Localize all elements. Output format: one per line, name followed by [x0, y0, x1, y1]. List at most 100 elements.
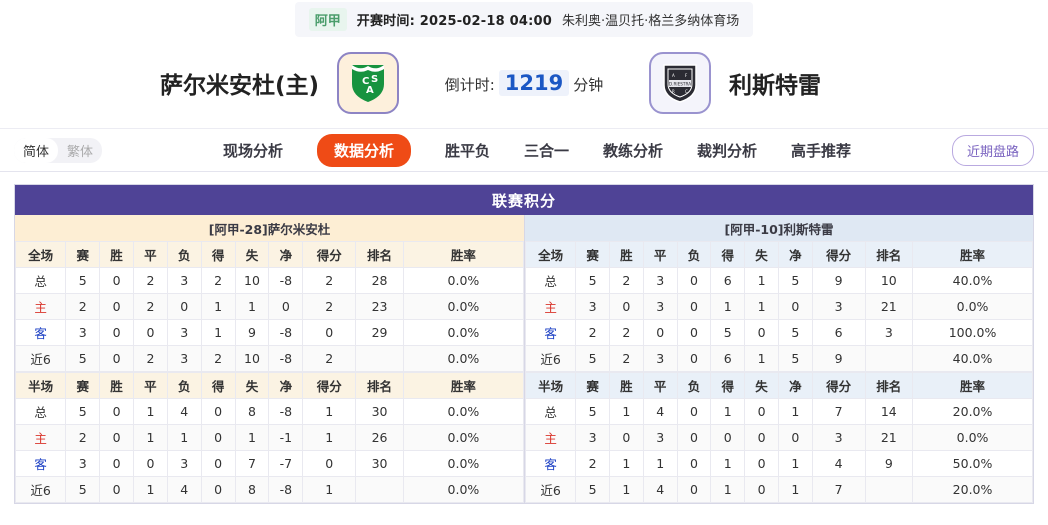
table-cell: 1	[744, 267, 779, 294]
table-row: 客 3 0 0 3 1 9 -8 0 29 0.0%	[14, 319, 525, 346]
table-cell: 9	[234, 319, 270, 346]
table-cell: 1	[744, 293, 779, 320]
table-cell: 1	[132, 424, 168, 451]
table-header-row: 全场 赛 胜 平 负 得 失 净 得分 排名 胜率	[524, 241, 1033, 268]
svg-text:D.RIESTRA: D.RIESTRA	[669, 82, 691, 87]
table-row: 总 5 1 4 0 1 0 1 7 14 20.0%	[524, 398, 1033, 425]
table-cell: -8	[268, 345, 304, 372]
col-gf: 得	[200, 372, 236, 399]
standings-tables: [阿甲-28]萨尔米安杜 全场 赛 胜 平 负 得 失 净 得分 排名	[14, 215, 1033, 503]
tab-three-in-one[interactable]: 三合一	[524, 141, 570, 160]
panel-title: 联赛积分	[15, 185, 1033, 215]
home-team[interactable]: 萨尔米安杜(主) C S A	[70, 52, 399, 114]
row-scope-label: 近6	[524, 476, 577, 503]
table-row: 客 2 1 1 0 1 0 1 4 9 50.0%	[524, 450, 1033, 477]
away-team[interactable]: A F D.RIESTRA R C 利斯特雷	[649, 52, 978, 114]
table-cell: 2	[575, 450, 610, 477]
nav-bar: 简体 繁体 现场分析 数据分析 胜平负 三合一 教练分析 裁判分析 高手推荐 近…	[0, 128, 1048, 172]
table-cell: 6	[710, 267, 746, 294]
table-cell: 0	[676, 398, 712, 425]
table-cell: 6	[811, 319, 866, 346]
row-scope-label: 客	[14, 319, 67, 346]
tab-win-draw-loss[interactable]: 胜平负	[444, 141, 490, 160]
table-cell: 14	[864, 398, 914, 425]
table-cell: 0	[99, 267, 134, 294]
col-points: 得分	[811, 241, 866, 268]
col-loss: 负	[166, 241, 202, 268]
table-cell: 0	[744, 424, 779, 451]
table-cell: 1	[200, 319, 236, 346]
table-cell: 9	[811, 345, 866, 372]
table-cell: 0	[99, 424, 134, 451]
table-cell: 0	[132, 319, 168, 346]
tab-data-analysis[interactable]: 数据分析	[316, 133, 411, 167]
col-rank: 排名	[355, 372, 404, 399]
col-points: 得分	[811, 372, 866, 399]
table-cell: 5	[777, 319, 813, 346]
table-cell: 0.0%	[402, 398, 525, 425]
table-cell: 3	[65, 319, 101, 346]
table-row: 近6 5 1 4 0 1 0 1 7 20.0%	[524, 476, 1033, 503]
col-draw: 平	[642, 241, 678, 268]
table-cell: 3	[642, 267, 678, 294]
home-fulltime-body: 总 5 0 2 3 2 10 -8 2 28 0.0% 主 2 0 2 0 1 1 0 2 23 0.0% 客 3 0 0 3 1 9-…	[14, 267, 525, 372]
away-halftime-table: 半场 赛 胜 平 负 得 失 净 得分 排名 胜率 总 5 1 4 0 1 0 1 7 14 20.…	[524, 372, 1033, 503]
table-cell: 0	[99, 293, 134, 320]
table-cell: -8	[268, 267, 304, 294]
table-cell: 1	[132, 398, 168, 425]
lang-simplified-button[interactable]: 简体	[14, 137, 59, 163]
away-fulltime-table: 全场 赛 胜 平 负 得 失 净 得分 排名 胜率 总 5 2 3 0 6 1 5 9 10 40.…	[524, 241, 1033, 372]
table-cell: 2	[302, 293, 357, 320]
league-standings-panel: 联赛积分 [阿甲-28]萨尔米安杜 全场 赛 胜 平 负 得 失 净	[14, 184, 1034, 504]
table-cell: 21	[864, 424, 914, 451]
table-cell: 5	[65, 398, 101, 425]
table-cell: 0	[608, 293, 644, 320]
table-cell: 9	[864, 450, 914, 477]
table-cell: 0	[302, 450, 357, 477]
col-draw: 平	[642, 372, 678, 399]
svg-text:C: C	[362, 76, 369, 87]
table-cell: 5	[65, 267, 101, 294]
col-scope: 半场	[524, 372, 577, 399]
language-toggle[interactable]: 简体 繁体	[14, 137, 103, 163]
table-cell: 0	[200, 450, 236, 477]
table-cell: 4	[642, 398, 678, 425]
table-cell: 4	[642, 476, 678, 503]
table-cell: 7	[811, 476, 866, 503]
tab-live-analysis[interactable]: 现场分析	[222, 141, 283, 160]
home-standings: [阿甲-28]萨尔米安杜 全场 赛 胜 平 负 得 失 净 得分 排名	[14, 215, 525, 503]
table-cell: 3	[575, 293, 610, 320]
table-cell: 1	[302, 398, 357, 425]
table-cell: 26	[355, 424, 404, 451]
table-cell: 100.0%	[912, 319, 1033, 346]
table-cell: 0	[676, 424, 712, 451]
tab-referee-analysis[interactable]: 裁判分析	[697, 141, 758, 160]
table-cell: 2	[132, 267, 168, 294]
table-cell: 0.0%	[912, 293, 1033, 320]
svg-text:F: F	[685, 73, 688, 78]
table-cell: 29	[355, 319, 404, 346]
table-cell: 5	[575, 267, 610, 294]
table-cell: 0	[744, 450, 779, 477]
tab-expert-picks[interactable]: 高手推荐	[791, 141, 852, 160]
table-cell: 40.0%	[912, 345, 1033, 372]
table-cell: 0	[99, 398, 134, 425]
tab-coach-analysis[interactable]: 教练分析	[603, 141, 664, 160]
lang-traditional-button[interactable]: 繁体	[67, 144, 94, 160]
svg-text:C: C	[685, 89, 688, 94]
table-cell: 2	[608, 319, 644, 346]
table-cell: 8	[234, 398, 270, 425]
table-cell: 3	[65, 450, 101, 477]
table-row: 总 5 2 3 0 6 1 5 9 10 40.0%	[524, 267, 1033, 294]
recent-odds-button[interactable]: 近期盘路	[951, 134, 1034, 166]
teams-row: 萨尔米安杜(主) C S A 倒计时: 1219 分钟 A F D.RIESTRA …	[0, 38, 1048, 128]
table-cell: 1	[710, 398, 746, 425]
col-rank: 排名	[355, 241, 404, 268]
home-team-logo-icon: C S A	[337, 52, 399, 114]
table-cell: 0	[676, 267, 712, 294]
col-played: 赛	[575, 372, 610, 399]
row-scope-label: 客	[14, 450, 67, 477]
table-cell: 0	[132, 450, 168, 477]
table-cell: 0.0%	[402, 424, 525, 451]
table-cell: 8	[234, 476, 270, 503]
